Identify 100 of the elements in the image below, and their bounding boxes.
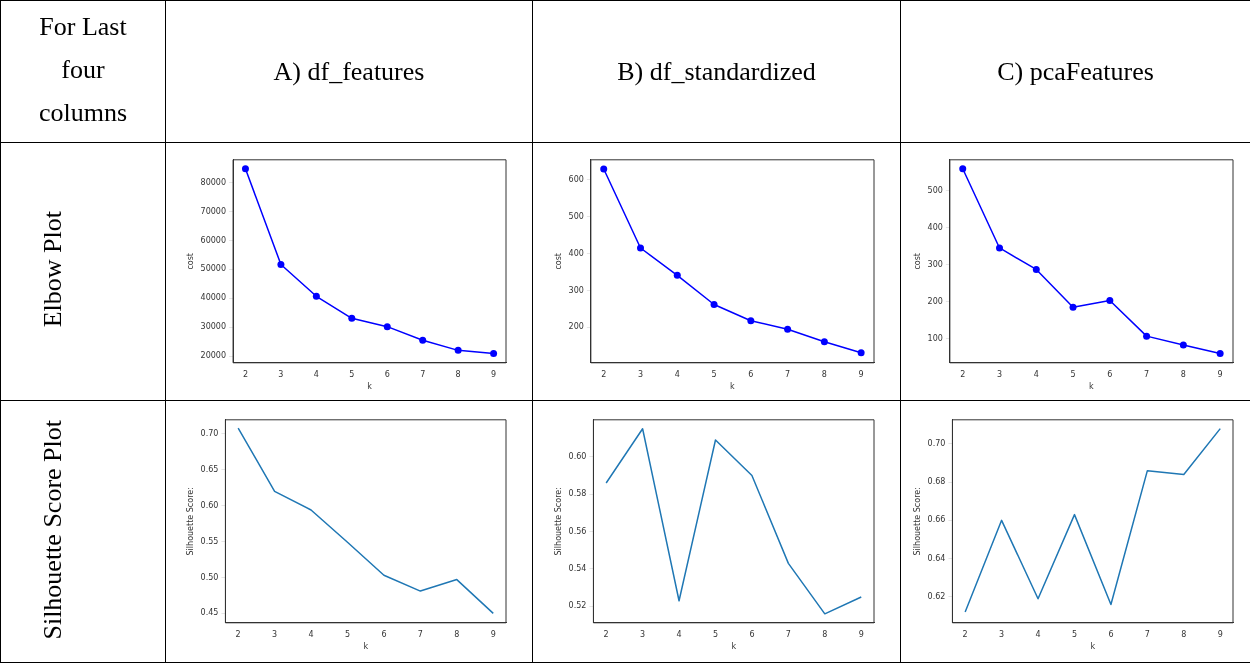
point — [673, 271, 681, 279]
point — [599, 165, 607, 173]
x-tick-label: 6 — [1106, 369, 1112, 379]
point — [241, 164, 249, 172]
point — [710, 300, 718, 308]
point — [1069, 303, 1077, 311]
x-tick-label: 8 — [1180, 369, 1186, 379]
y-tick-label: 300 — [568, 285, 584, 295]
x-tick-label: 2 — [242, 369, 248, 379]
point — [490, 349, 498, 357]
x-tick-label: 9 — [858, 629, 864, 639]
x-axis-title: k — [730, 641, 736, 651]
y-tick-label: 40000 — [200, 292, 227, 302]
text: A) df_features — [273, 56, 425, 86]
y-tick-label: 0.64 — [927, 553, 945, 563]
point — [312, 292, 320, 300]
x-tick-label: 2 — [959, 369, 965, 379]
x-tick-label: 6 — [381, 629, 387, 639]
x-tick-label: 9 — [1217, 369, 1223, 379]
y-tick-label: 0.60 — [200, 500, 219, 510]
x-tick-label: 5 — [712, 629, 718, 639]
x-tick-label: 3 — [637, 369, 643, 379]
y-tick-label: 0.58 — [568, 488, 586, 498]
point — [1216, 349, 1224, 357]
x-tick-label: 6 — [384, 369, 390, 379]
x-tick-label: 9 — [1217, 629, 1223, 639]
point — [383, 322, 391, 330]
point — [820, 337, 828, 345]
x-tick-label: 8 — [455, 369, 461, 379]
y-tick-label: 0.45 — [200, 607, 219, 617]
x-axis-title: k — [1088, 381, 1094, 391]
x-tick-label: 7 — [785, 629, 791, 639]
x-tick-label: 9 — [858, 369, 864, 379]
y-tick-label: 100 — [927, 333, 943, 343]
x-tick-label: 4 — [308, 629, 314, 639]
x-tick-label: 7 — [1143, 369, 1149, 379]
y-tick-label: 400 — [927, 222, 943, 232]
x-tick-label: 9 — [491, 369, 497, 379]
point — [636, 244, 644, 252]
x-tick-label: 5 — [1070, 369, 1076, 379]
x-tick-label: 3 — [998, 629, 1004, 639]
y-tick-label: 600 — [568, 174, 584, 184]
x-axis-title: k — [367, 381, 373, 391]
x-tick-label: 8 — [821, 369, 827, 379]
x-tick-label: 2 — [603, 629, 609, 639]
x-axis-title: k — [363, 641, 369, 651]
y-tick-label: 0.65 — [200, 464, 219, 474]
y-axis-title: Silhouette Score: — [553, 486, 563, 555]
x-tick-label: 3 — [639, 629, 645, 639]
x-tick-label: 7 — [417, 629, 423, 639]
x-tick-label: 8 — [1180, 629, 1186, 639]
point — [454, 346, 462, 354]
x-tick-label: 2 — [600, 369, 606, 379]
x-tick-label: 3 — [996, 369, 1002, 379]
y-tick-label: 20000 — [200, 350, 227, 360]
x-tick-label: 2 — [962, 629, 968, 639]
text: B) df_standardized — [617, 56, 816, 86]
point — [746, 316, 754, 324]
y-tick-label: 400 — [568, 248, 584, 258]
point — [348, 314, 356, 322]
y-tick-label: 0.60 — [568, 451, 586, 461]
x-tick-label: 5 — [711, 369, 717, 379]
y-tick-label: 0.52 — [568, 600, 586, 610]
y-tick-label: 60000 — [200, 235, 227, 245]
point — [1179, 341, 1187, 349]
x-tick-label: 3 — [278, 369, 284, 379]
y-tick-label: 30000 — [200, 321, 227, 331]
x-tick-label: 5 — [349, 369, 355, 379]
y-tick-label: 0.62 — [927, 591, 945, 601]
y-tick-label: 0.68 — [927, 476, 945, 486]
y-tick-label: 70000 — [200, 206, 227, 216]
x-tick-label: 7 — [1144, 629, 1150, 639]
point — [995, 243, 1003, 251]
x-tick-label: 8 — [821, 629, 827, 639]
x-tick-label: 4 — [676, 629, 682, 639]
y-tick-label: 200 — [568, 321, 584, 331]
x-tick-label: 4 — [1033, 369, 1039, 379]
x-tick-label: 6 — [1107, 629, 1113, 639]
point — [1142, 332, 1150, 340]
point — [1105, 296, 1113, 304]
y-axis-title: cost — [185, 252, 195, 270]
x-tick-label: 6 — [747, 369, 753, 379]
x-tick-label: 7 — [420, 369, 426, 379]
y-tick-label: 300 — [927, 259, 943, 269]
point — [1032, 265, 1040, 273]
text: For Last four columns — [38, 12, 128, 127]
x-axis-title: k — [1089, 641, 1095, 651]
y-axis-title: Silhouette Score: — [912, 486, 922, 555]
y-tick-label: 80000 — [200, 177, 227, 187]
x-tick-label: 4 — [674, 369, 680, 379]
x-tick-label: 5 — [344, 629, 351, 639]
x-tick-label: 8 — [454, 629, 460, 639]
x-tick-label: 3 — [272, 629, 278, 639]
point — [857, 348, 865, 356]
y-tick-label: 0.56 — [568, 526, 586, 536]
x-tick-label: 4 — [1035, 629, 1041, 639]
text: C) pcaFeatures — [997, 56, 1154, 86]
x-tick-label: 5 — [1071, 629, 1077, 639]
text: Elbow Plot — [38, 211, 67, 328]
y-tick-label: 500 — [568, 211, 584, 221]
